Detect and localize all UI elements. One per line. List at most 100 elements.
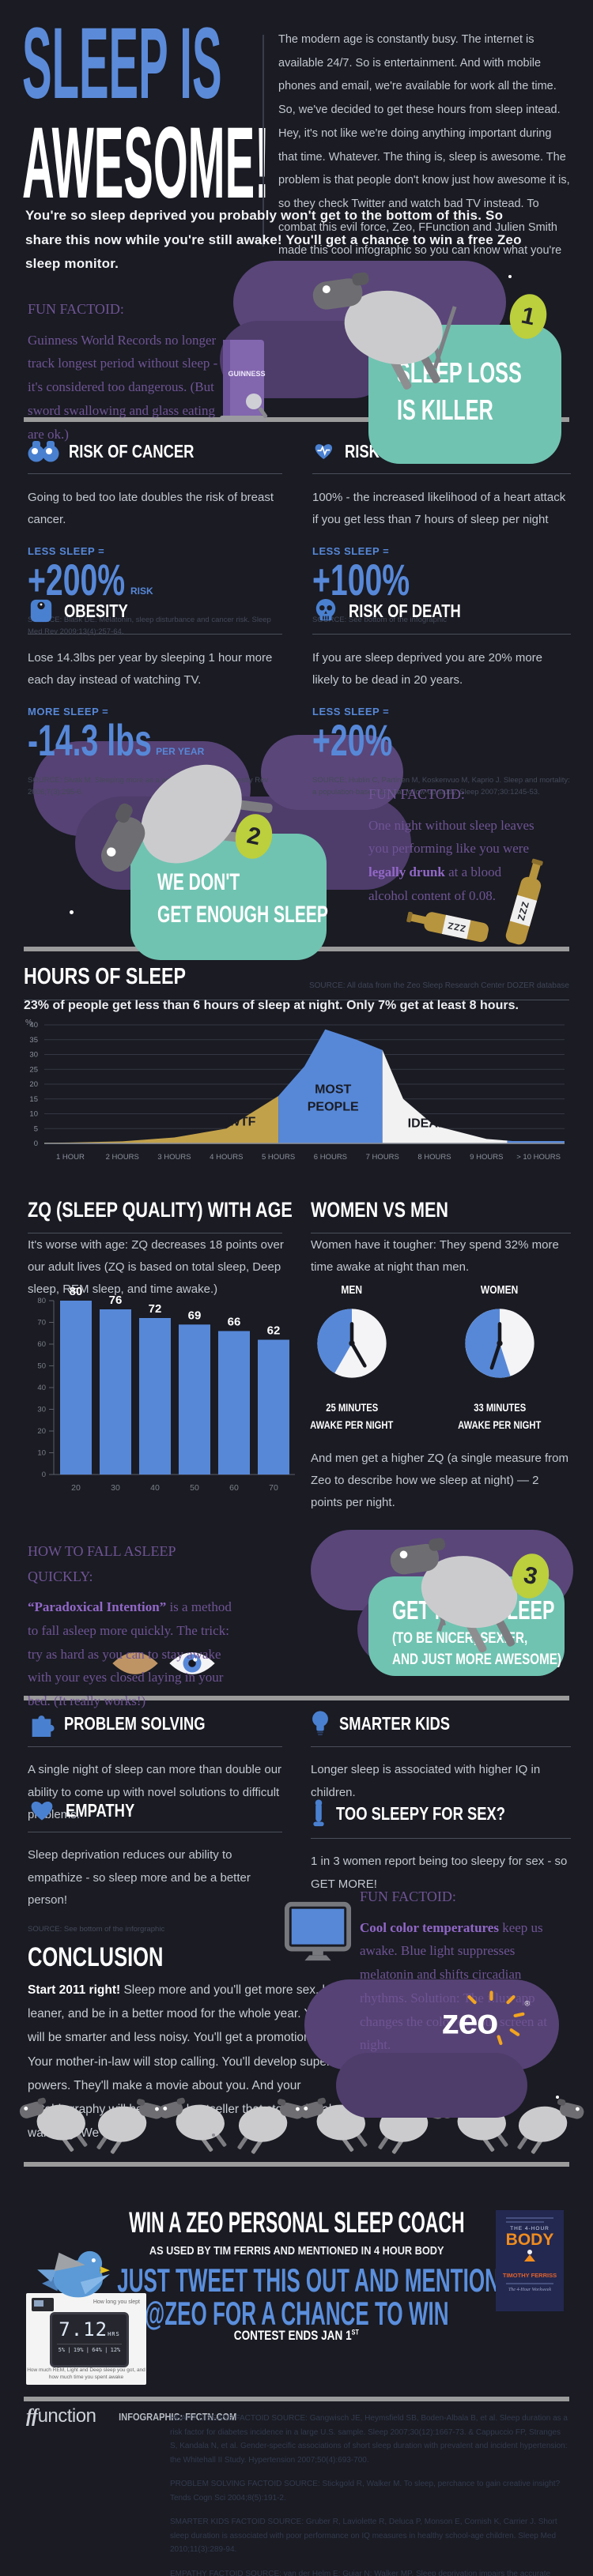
svg-text:80: 80 <box>70 1285 83 1298</box>
svg-text:WTF: WTF <box>229 1116 256 1129</box>
svg-text:30: 30 <box>111 1483 120 1493</box>
four-hour-body-book-cover: THE 4-HOUR BODY TIMOTHY FERRISS The 4-Ho… <box>496 2210 564 2311</box>
stat-body: Lose 14.3lbs per year by sleeping 1 hour… <box>28 651 273 687</box>
stat-title: OBESITY <box>64 600 128 621</box>
men-awake-clock-chart <box>317 1309 387 1378</box>
svg-text:5 HOURS: 5 HOURS <box>262 1153 295 1162</box>
svg-text:1 HOUR: 1 HOUR <box>56 1153 85 1162</box>
hours-of-sleep-area-chart: 0 5 10 15 20 25 30 35 40% WTF MOST PEOPLE IDEAL 1 HOU… <box>25 1019 565 1162</box>
svg-text:70: 70 <box>37 1319 46 1328</box>
svg-text:40: 40 <box>29 1021 38 1030</box>
guinness-book-icon: GUINNESS <box>220 340 268 422</box>
hours-source: SOURCE: All data from the Zeo Sleep Rese… <box>308 981 569 990</box>
bubble2-line2: GET ENOUGH SLEEP <box>157 901 328 928</box>
svg-text:5: 5 <box>34 1124 38 1133</box>
book-top-text: THE 4-HOUR <box>510 2226 550 2231</box>
source-empathy: EMPATHY FACTOID SOURCE: van der Helm E; … <box>170 2569 551 2576</box>
fun-factoid-highlight: legally drunk <box>368 864 445 879</box>
svg-text:9 HOURS: 9 HOURS <box>470 1153 503 1162</box>
stat-prefix: MORE SLEEP = <box>28 705 109 717</box>
star-dot <box>212 2133 215 2137</box>
stat-value: +100% <box>312 554 410 604</box>
hours-subtitle: 23% of people get less than 6 hours of s… <box>24 999 519 1012</box>
title-line1: SLEEP IS <box>22 7 222 120</box>
device-caption-bottom: How much REM, Light and Deep sleep you g… <box>27 2367 145 2381</box>
star-dot <box>556 2096 559 2099</box>
book-footnote: The 4-Hour Workweek <box>508 2288 552 2293</box>
svg-text:20: 20 <box>29 1080 38 1089</box>
stat-body: 100% - the increased likelihood of a hea… <box>312 491 566 526</box>
benefit-source: SOURCE: See bottom of the inforgraphic <box>28 1924 165 1934</box>
svg-text:40: 40 <box>150 1483 160 1493</box>
zq-header: ZQ (SLEEP QUALITY) WITH AGE <box>28 1198 293 1233</box>
svg-text:69: 69 <box>188 1309 202 1322</box>
contest-tweet-line2: @ZEO FOR A CHANCE TO WIN <box>144 2295 449 2332</box>
zq-gender-footnote: And men get a higher ZQ (a single measur… <box>311 1452 568 1509</box>
monitor-icon <box>284 1901 352 1961</box>
footer-credit-link[interactable]: INFOGRAPHIC: FFCTN.COM <box>119 2410 237 2423</box>
star-dot <box>508 275 512 278</box>
sheep-icon <box>307 266 462 400</box>
women-awake-clock-chart <box>465 1309 534 1378</box>
twitter-bird-icon <box>37 2250 110 2298</box>
svg-text:60: 60 <box>37 1340 46 1349</box>
contest-deadline: CONTEST ENDS JAN 1ST <box>233 2328 360 2343</box>
svg-text:20: 20 <box>37 1427 46 1436</box>
svg-text:20: 20 <box>71 1483 81 1493</box>
benefit-body: Sleep deprivation reduces our ability to… <box>28 1848 251 1907</box>
intro-paragraph: The modern age is constantly busy. The i… <box>278 33 570 281</box>
bubble2-line1: WE DON'T <box>157 869 240 895</box>
benefit-problem-solving: PROBLEM SOLVING A single night of sleep … <box>28 1710 282 1827</box>
fun-factoid-label: FUN FACTOID: <box>368 786 465 802</box>
svg-text:66: 66 <box>228 1316 241 1329</box>
svg-text:®: ® <box>525 1999 531 2007</box>
svg-text:> 10 HOURS: > 10 HOURS <box>516 1153 561 1162</box>
stat-risk-of-death: RISK OF DEATH If you are sleep deprived … <box>312 598 571 799</box>
hours-title: HOURS OF SLEEP <box>24 964 186 989</box>
sheep-icon <box>384 1531 536 1663</box>
benefit-body: 1 in 3 women report being too sleepy for… <box>311 1855 568 1891</box>
svg-text:%: % <box>25 1019 32 1027</box>
heart-pulse-icon <box>315 444 333 460</box>
svg-text:0: 0 <box>42 1471 46 1479</box>
benefit-body: A single night of sleep can more than do… <box>28 1763 282 1821</box>
zeo-bedside-device-icon <box>32 2298 54 2311</box>
stat-source: SOURCE: See bottom of the infographic <box>312 616 448 625</box>
stat-source: SOURCE: Blask DE. Melatonin, sleep distu… <box>28 616 271 637</box>
svg-text:0: 0 <box>34 1139 38 1148</box>
benefit-empathy: EMPATHY Sleep deprivation reduces our ab… <box>28 1798 282 1934</box>
benefit-body: Longer sleep is associated with higher I… <box>311 1763 541 1799</box>
bubble3-sub2: AND JUST MORE AWESOME) <box>392 1651 561 1668</box>
svg-text:MOST: MOST <box>315 1083 351 1096</box>
page-title: SLEEP IS AWESOME! <box>22 7 584 213</box>
svg-text:10: 10 <box>29 1110 38 1119</box>
svg-text:60: 60 <box>229 1483 239 1493</box>
meditating-figure-icon <box>524 2250 535 2262</box>
skull-icon <box>315 598 336 621</box>
device-sleep-segments: 5% | 19% | 64% | 12% <box>57 2344 122 2353</box>
svg-text:50: 50 <box>37 1362 46 1371</box>
stat-source: SOURCE: Hublin C, Partinen M, Koskenvuo … <box>312 776 570 797</box>
svg-text:GUINNESS: GUINNESS <box>228 370 265 378</box>
svg-text:70: 70 <box>269 1483 278 1493</box>
svg-text:PEOPLE: PEOPLE <box>308 1100 359 1113</box>
conclusion-title: CONCLUSION <box>28 1942 164 1972</box>
stat-title: RISK OF CANCER <box>69 440 195 461</box>
contest-title: WIN A ZEO PERSONAL SLEEP COACH <box>128 2206 465 2239</box>
svg-text:3 HOURS: 3 HOURS <box>157 1153 191 1162</box>
svg-text:10: 10 <box>37 1449 46 1458</box>
section-divider <box>24 2162 569 2167</box>
fun-factoid-highlight: “Paradoxical Intention” <box>28 1599 167 1614</box>
stat-title: RISK OF DEATH <box>349 600 461 621</box>
book-author: TIMOTHY FERRISS <box>502 2272 557 2280</box>
benefit-smarter-kids: SMARTER KIDS Longer sleep is associated … <box>311 1710 571 1804</box>
source-heart-disease: HEART DISEASE FACTOID SOURCE: Gangwisch … <box>170 2414 568 2465</box>
footer-branding: ffunction INFOGRAPHIC: FFCTN.COM <box>26 2405 247 2427</box>
fun-factoid-highlight: Cool color temperatures <box>360 1919 499 1935</box>
zeo-logo: zeo ® <box>442 1990 531 2045</box>
bubble1-line1: SLEEP LOSS <box>397 356 522 389</box>
stat-body: If you are sleep deprived you are 20% mo… <box>312 651 542 687</box>
fun-factoid-label: FUN FACTOID: <box>28 301 124 317</box>
stat-prefix: LESS SLEEP = <box>312 705 390 717</box>
section-divider <box>24 1696 569 1700</box>
